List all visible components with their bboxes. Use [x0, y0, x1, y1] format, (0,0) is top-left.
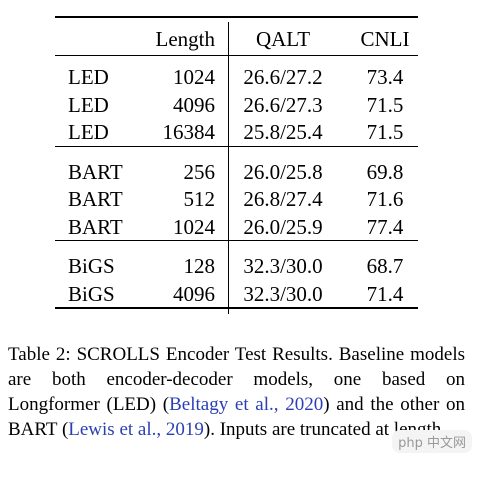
rule [55, 16, 418, 18]
header-cell: QALT [255, 27, 311, 51]
table-cell: 1024 [173, 214, 215, 239]
table-cell: LED [68, 65, 109, 89]
rule [55, 307, 418, 309]
table-cell: 4096 [173, 92, 215, 117]
table-cell: 26.6/27.3 [243, 92, 323, 117]
table-cell: LED [68, 92, 109, 117]
table-cell: 68.7 [366, 254, 404, 278]
rule [55, 240, 418, 241]
caption: Table 2: SCROLLS Encoder Test Results. B… [8, 342, 465, 442]
rule [55, 55, 418, 56]
table-cell: 16384 [162, 120, 216, 144]
table-cell: 71.5 [366, 120, 404, 144]
table-cell: 73.4 [366, 65, 404, 89]
table-cell: BiGS [68, 281, 115, 306]
rule [55, 145, 418, 147]
table-cell: 71.4 [366, 281, 404, 306]
table-cell: 4096 [173, 281, 215, 306]
table-cell: 32.3/30.0 [243, 281, 323, 306]
citation-link: Lewis et al., 2019 [68, 419, 204, 440]
table-cell: 1024 [173, 65, 215, 89]
table-cell: 256 [183, 159, 216, 184]
table-cell: BART [68, 214, 123, 239]
table-cell: BiGS [68, 254, 115, 278]
header-cell: Length [155, 27, 215, 51]
table-cell: 25.8/25.4 [243, 120, 323, 144]
table-cell: 512 [183, 187, 216, 211]
table-cell: 26.0/25.9 [243, 214, 323, 239]
column-divider [228, 22, 229, 314]
caption-text: Table 2: SCROLLS Encoder Test Results. B… [8, 344, 465, 415]
caption-text: ) and the other on BART ( [8, 394, 466, 440]
table-cell: LED [68, 120, 109, 144]
table-cell: 128 [183, 254, 216, 278]
table-cell: 71.5 [366, 92, 404, 117]
table-cell: 71.6 [366, 187, 404, 211]
header-cell: CNLI [360, 27, 410, 51]
table-cell: 77.4 [366, 214, 404, 239]
table-cell: 32.3/30.0 [243, 254, 323, 278]
table-cell: BART [68, 159, 123, 184]
watermark: php 中文网 [392, 430, 472, 453]
table-cell: 26.0/25.8 [243, 159, 323, 184]
caption-text: ). Inputs are truncated at length. [203, 419, 447, 440]
table-cell: BART [68, 187, 123, 211]
table-cell: 26.6/27.2 [243, 65, 323, 89]
citation-link: Beltagy et al., 2020 [169, 394, 324, 415]
table-cell: 69.8 [366, 159, 404, 184]
table-cell: 26.8/27.4 [243, 187, 323, 211]
